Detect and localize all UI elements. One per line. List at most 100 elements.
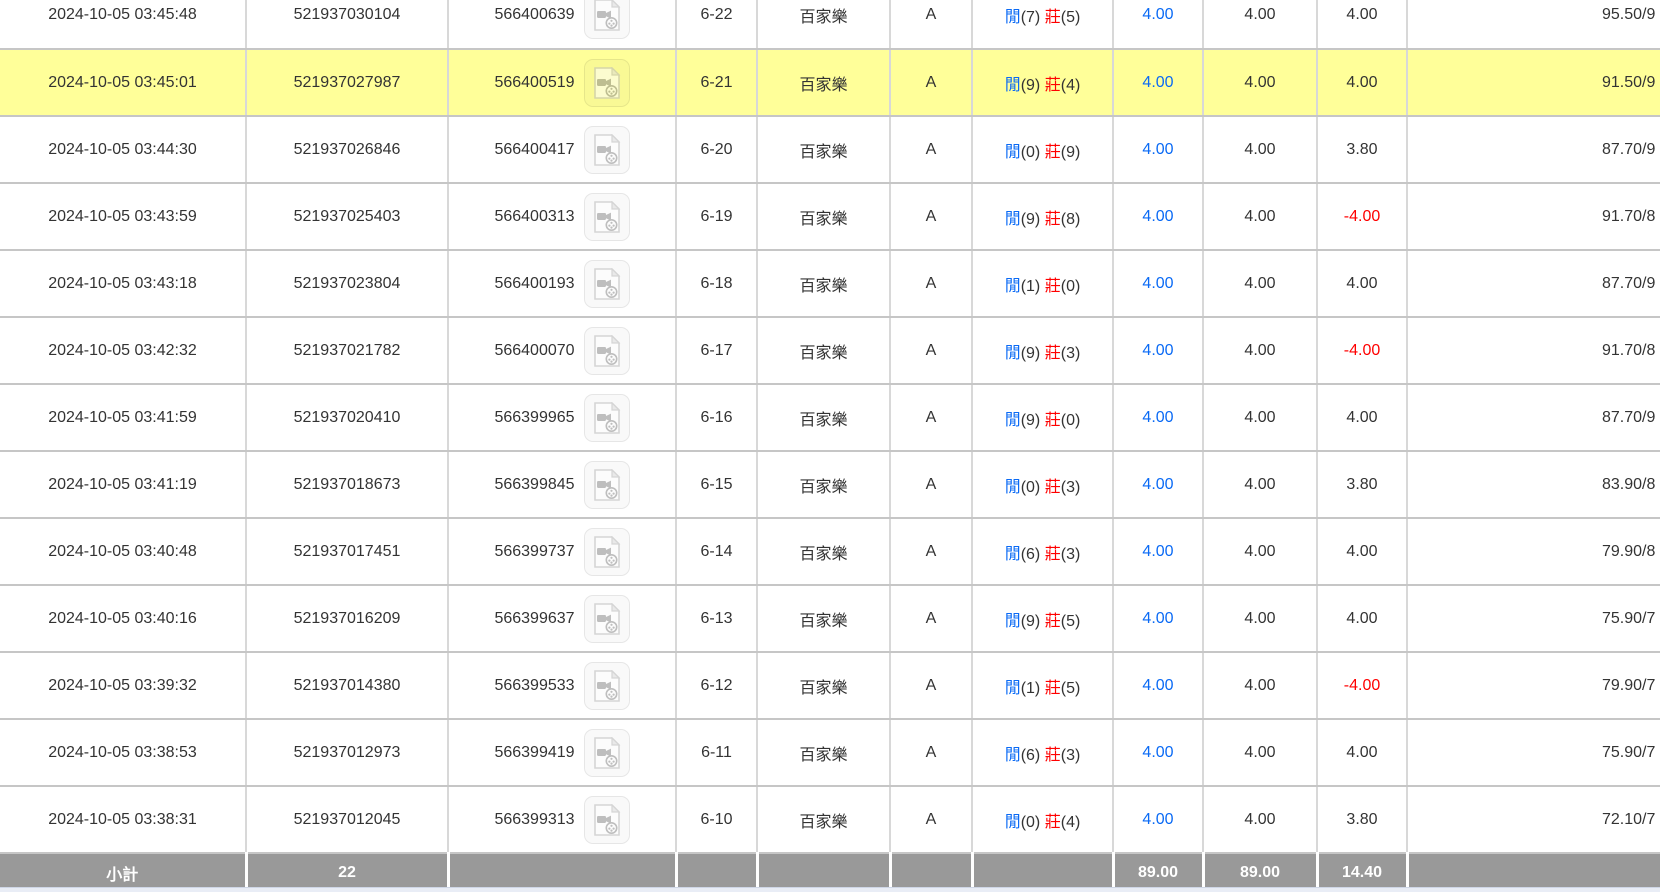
bet-amount-cell: 4.00 (1203, 719, 1318, 787)
time-cell: 2024-10-05 03:45:01 (0, 49, 247, 117)
valid-bet-link[interactable]: 4.00 (1113, 451, 1204, 519)
result-cell: 閒(0) 莊(4) (972, 786, 1114, 854)
subtotal-bet-amount: 89.00 (1203, 853, 1319, 892)
video-replay-button[interactable] (583, 393, 630, 442)
video-record-icon (593, 602, 621, 635)
round-no-cell: 6-20 (676, 116, 758, 184)
valid-bet-link[interactable]: 4.00 (1113, 786, 1204, 854)
bet-history-row[interactable]: 2024-10-05 03:45:48 521937030104 566400639… (0, 0, 1660, 50)
round-id-inner: 566399533 (449, 661, 674, 710)
time-cell: 2024-10-05 03:38:31 (0, 786, 247, 854)
bet-id-cell: 521937030104 (246, 0, 449, 50)
bet-history-row[interactable]: 2024-10-05 03:45:01 521937027987 566400519… (0, 49, 1660, 117)
video-replay-button[interactable] (583, 728, 630, 777)
round-id-text: 566400070 (494, 341, 575, 359)
player-result-label: 閒 (1004, 344, 1021, 362)
table-letter-cell: A (890, 250, 973, 318)
game-name-cell: 百家樂 (757, 183, 891, 251)
video-record-icon (593, 736, 621, 769)
video-replay-button[interactable] (583, 326, 630, 375)
result-cell: 閒(7) 莊(5) (972, 0, 1114, 50)
valid-bet-link[interactable]: 4.00 (1113, 652, 1204, 720)
video-replay-button[interactable] (583, 259, 630, 308)
bet-history-row[interactable]: 2024-10-05 03:38:53 521937012973 566399419… (0, 719, 1660, 787)
round-id-inner: 566400519 (449, 58, 674, 107)
video-replay-button[interactable] (583, 527, 630, 576)
video-replay-button[interactable] (583, 58, 630, 107)
video-replay-button[interactable] (583, 192, 630, 241)
round-id-text: 566399419 (494, 743, 575, 761)
valid-bet-link[interactable]: 4.00 (1113, 116, 1204, 184)
bet-history-row[interactable]: 2024-10-05 03:41:19 521937018673 566399845… (0, 451, 1660, 519)
video-replay-button[interactable] (583, 125, 630, 174)
bet-amount-cell: 4.00 (1203, 585, 1318, 653)
valid-bet-link[interactable]: 4.00 (1113, 0, 1204, 50)
banker-result-score: (3) (1060, 478, 1081, 496)
balance-cell: 75.90/7 (1407, 585, 1660, 653)
valid-bet-link[interactable]: 4.00 (1113, 585, 1204, 653)
game-name-cell: 百家樂 (757, 451, 891, 519)
valid-bet-link[interactable]: 4.00 (1113, 183, 1204, 251)
bet-history-row[interactable]: 2024-10-05 03:42:32 521937021782 566400070… (0, 317, 1660, 385)
valid-bet-link[interactable]: 4.00 (1113, 719, 1204, 787)
bet-history-row[interactable]: 2024-10-05 03:41:59 521937020410 566399965… (0, 384, 1660, 452)
table-letter-cell: A (890, 317, 973, 385)
bet-id-cell: 521937020410 (246, 384, 449, 452)
round-id-text: 566399737 (494, 542, 575, 560)
video-record-icon (593, 401, 621, 434)
result-cell: 閒(1) 莊(0) (972, 250, 1114, 318)
win-loss-cell: 4.00 (1317, 585, 1408, 653)
bet-history-row[interactable]: 2024-10-05 03:40:16 521937016209 566399637… (0, 585, 1660, 653)
bet-history-row[interactable]: 2024-10-05 03:40:48 521937017451 566399737… (0, 518, 1660, 586)
video-replay-button[interactable] (583, 795, 630, 844)
video-replay-button[interactable] (583, 661, 630, 710)
valid-bet-link[interactable]: 4.00 (1113, 317, 1204, 385)
table-letter-cell: A (890, 719, 973, 787)
balance-cell: 75.90/7 (1407, 719, 1660, 787)
round-id-cell: 566399419 (448, 719, 677, 787)
player-result-label: 閒 (1004, 210, 1021, 228)
banker-result-score: (5) (1060, 612, 1081, 630)
player-result-score: (0) (1020, 143, 1041, 161)
banker-result-label: 莊 (1044, 277, 1061, 295)
valid-bet-link[interactable]: 4.00 (1113, 518, 1204, 586)
round-id-text: 566399845 (494, 475, 575, 493)
bet-history-row[interactable]: 2024-10-05 03:44:30 521937026846 566400417… (0, 116, 1660, 184)
bet-history-row[interactable]: 2024-10-05 03:43:18 521937023804 566400193… (0, 250, 1660, 318)
result-cell: 閒(9) 莊(8) (972, 183, 1114, 251)
valid-bet-link[interactable]: 4.00 (1113, 49, 1204, 117)
time-cell: 2024-10-05 03:44:30 (0, 116, 247, 184)
subtotal-empty-cell (972, 853, 1115, 892)
round-id-cell: 566399533 (448, 652, 677, 720)
subtotal-count: 22 (246, 853, 450, 892)
player-result-label: 閒 (1004, 76, 1021, 94)
bet-history-row[interactable]: 2024-10-05 03:39:32 521937014380 566399533… (0, 652, 1660, 720)
banker-result-label: 莊 (1044, 9, 1061, 26)
valid-bet-link[interactable]: 4.00 (1113, 384, 1204, 452)
video-replay-button[interactable] (583, 460, 630, 509)
subtotal-empty-cell (757, 853, 892, 892)
banker-result-label: 莊 (1044, 746, 1061, 764)
result-cell: 閒(9) 莊(4) (972, 49, 1114, 117)
player-result-label: 閒 (1004, 143, 1021, 161)
game-name-cell: 百家樂 (757, 719, 891, 787)
subtotal-empty-cell (890, 853, 974, 892)
bet-history-row[interactable]: 2024-10-05 03:38:31 521937012045 566399313… (0, 786, 1660, 854)
table-letter-cell: A (890, 585, 973, 653)
bet-amount-cell: 4.00 (1203, 183, 1318, 251)
valid-bet-link[interactable]: 4.00 (1113, 250, 1204, 318)
horizontal-scrollbar-track[interactable] (0, 887, 1660, 892)
player-result-label: 閒 (1004, 746, 1021, 764)
video-record-icon (593, 669, 621, 702)
round-id-inner: 566399845 (449, 460, 674, 509)
round-id-cell: 566400639 (448, 0, 677, 50)
video-replay-button[interactable] (583, 0, 630, 39)
banker-result-score: (0) (1060, 277, 1081, 295)
video-record-icon (593, 267, 621, 300)
bet-history-row[interactable]: 2024-10-05 03:43:59 521937025403 566400313… (0, 183, 1660, 251)
round-id-inner: 566400193 (449, 259, 674, 308)
banker-result-score: (3) (1060, 545, 1081, 563)
round-id-inner: 566400313 (449, 192, 674, 241)
video-replay-button[interactable] (583, 594, 630, 643)
bet-amount-cell: 4.00 (1203, 451, 1318, 519)
